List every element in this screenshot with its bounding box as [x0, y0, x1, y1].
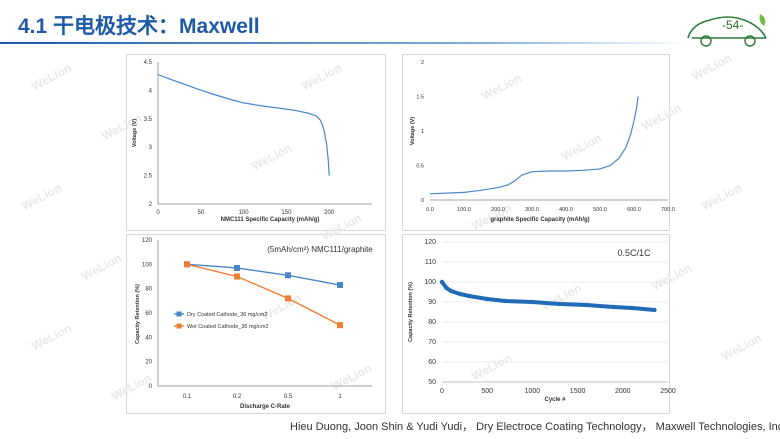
y-axis-label: Voltage (V)	[410, 117, 416, 145]
y-tick-label: 0.5	[416, 164, 424, 170]
y-tick-label: 2.5	[144, 174, 153, 180]
y-tick-label: 120	[142, 238, 153, 244]
title-underline	[0, 42, 690, 44]
x-tick-label: 0.1	[183, 394, 192, 400]
x-tick-label: 2000	[615, 388, 631, 395]
x-axis-label: graphite Specific Capacity (mAh/g)	[490, 217, 589, 223]
y-tick-label: 100	[424, 279, 436, 286]
data-point-marker	[285, 272, 291, 279]
series-line-wet	[186, 263, 341, 326]
y-tick-label: 70	[428, 339, 436, 346]
x-tick-label: 600.0	[627, 207, 641, 213]
y-tick-label: 1	[421, 129, 424, 135]
data-point-marker	[530, 299, 535, 305]
x-axis-label: Cycle #	[544, 397, 566, 403]
y-tick-label: 0	[149, 384, 153, 390]
y-tick-label: 50	[428, 379, 436, 386]
x-tick-label: 0.5	[284, 394, 293, 400]
x-tick-label: 0	[440, 388, 444, 395]
page-number: -54-	[722, 18, 744, 32]
data-point-marker	[285, 295, 291, 302]
y-tick-label: 0	[421, 198, 424, 204]
data-point-marker	[652, 307, 657, 313]
legend-marker	[176, 311, 182, 317]
y-tick-label: 40	[145, 335, 152, 341]
y-tick-label: 4.5	[144, 60, 153, 66]
y-tick-label: 80	[145, 287, 152, 293]
x-tick-label: 2500	[660, 388, 676, 395]
x-tick-label: 1500	[570, 388, 586, 395]
chart-panel-graphite	[402, 54, 670, 231]
data-point-marker	[457, 291, 463, 297]
data-point-marker	[337, 282, 343, 289]
chart-panel-nmc	[126, 54, 386, 231]
y-tick-label: 2	[149, 202, 153, 208]
data-point-marker	[629, 305, 635, 311]
data-point-marker	[234, 264, 240, 271]
chart-panel-cycling	[402, 234, 670, 414]
series-band-cycling	[440, 280, 657, 312]
series-line-nmc111	[157, 73, 330, 176]
legend-marker	[176, 323, 182, 329]
data-point-marker	[337, 322, 343, 329]
x-axis-label: NMC111 Specific Capacity (mAh/g)	[221, 217, 320, 223]
y-tick-label: 60	[145, 311, 152, 317]
data-point-marker	[485, 296, 490, 302]
y-tick-label: 3.5	[144, 117, 153, 123]
car-logo-icon	[687, 14, 767, 47]
y-axis-label: Capacity Retention (%)	[135, 284, 141, 344]
slide-title: 4.1 干电极技术：Maxwell	[18, 15, 260, 38]
x-tick-label: 0.2	[233, 394, 242, 400]
x-tick-label: 200.0	[491, 207, 505, 213]
data-point-marker	[184, 261, 190, 268]
y-tick-label: 110	[425, 259, 436, 266]
x-tick-label: 50	[197, 210, 204, 216]
y-tick-label: 80	[428, 319, 436, 326]
chart-annotation-title: 0.5C/1C	[617, 248, 651, 258]
data-point-marker	[234, 273, 240, 280]
data-point-marker	[503, 298, 508, 304]
data-point-marker	[444, 285, 449, 291]
data-point-marker	[584, 302, 589, 308]
legend-label: Wet Coated Cathode_36 mg/cm2	[187, 324, 269, 330]
footer-citation: Hieu Duong, Joon Shin & Yudi Yudi， Dry E…	[290, 421, 780, 433]
y-axis-label: Capacity Retention (%)	[408, 282, 414, 342]
x-tick-label: 150	[281, 210, 292, 216]
x-tick-label: 700.0	[661, 207, 675, 213]
x-tick-label: 200	[324, 210, 335, 216]
y-tick-label: 60	[428, 359, 436, 366]
legend-label: Dry Coated Cathode_36 mg/cm2	[187, 312, 267, 318]
y-tick-label: 3	[149, 145, 153, 151]
y-tick-label: 90	[428, 299, 436, 306]
data-point-marker	[466, 293, 472, 299]
series-line-graphite	[429, 96, 639, 195]
x-tick-label: 100	[239, 210, 250, 216]
x-tick-label: 0	[156, 210, 160, 216]
x-tick-label: 400.0	[559, 207, 573, 213]
series-line-dry	[186, 263, 341, 286]
y-tick-label: 100	[142, 262, 153, 268]
x-tick-label: 300.0	[525, 207, 539, 213]
y-tick-label: 20	[145, 360, 152, 366]
data-point-marker	[557, 301, 562, 307]
chart-annotation-title: (5mAh/cm²) NMC111/graphite	[267, 245, 373, 254]
y-tick-label: 4	[149, 88, 153, 94]
x-tick-label: 0.0	[426, 207, 434, 213]
x-tick-label: 500	[481, 388, 493, 395]
x-tick-label: 100.0	[457, 207, 471, 213]
data-point-marker	[448, 288, 454, 294]
data-point-marker	[611, 304, 616, 310]
data-point-marker	[439, 279, 445, 285]
x-tick-label: 500.0	[593, 207, 607, 213]
x-tick-label: 1	[338, 394, 342, 400]
y-tick-label: 2	[421, 60, 424, 66]
x-tick-label: 1000	[525, 388, 541, 395]
x-axis-label: Discharge C-Rate	[240, 404, 291, 410]
y-tick-label: 1.5	[416, 95, 424, 101]
y-tick-label: 120	[424, 239, 436, 246]
y-axis-label: Voltage (V)	[132, 119, 138, 147]
